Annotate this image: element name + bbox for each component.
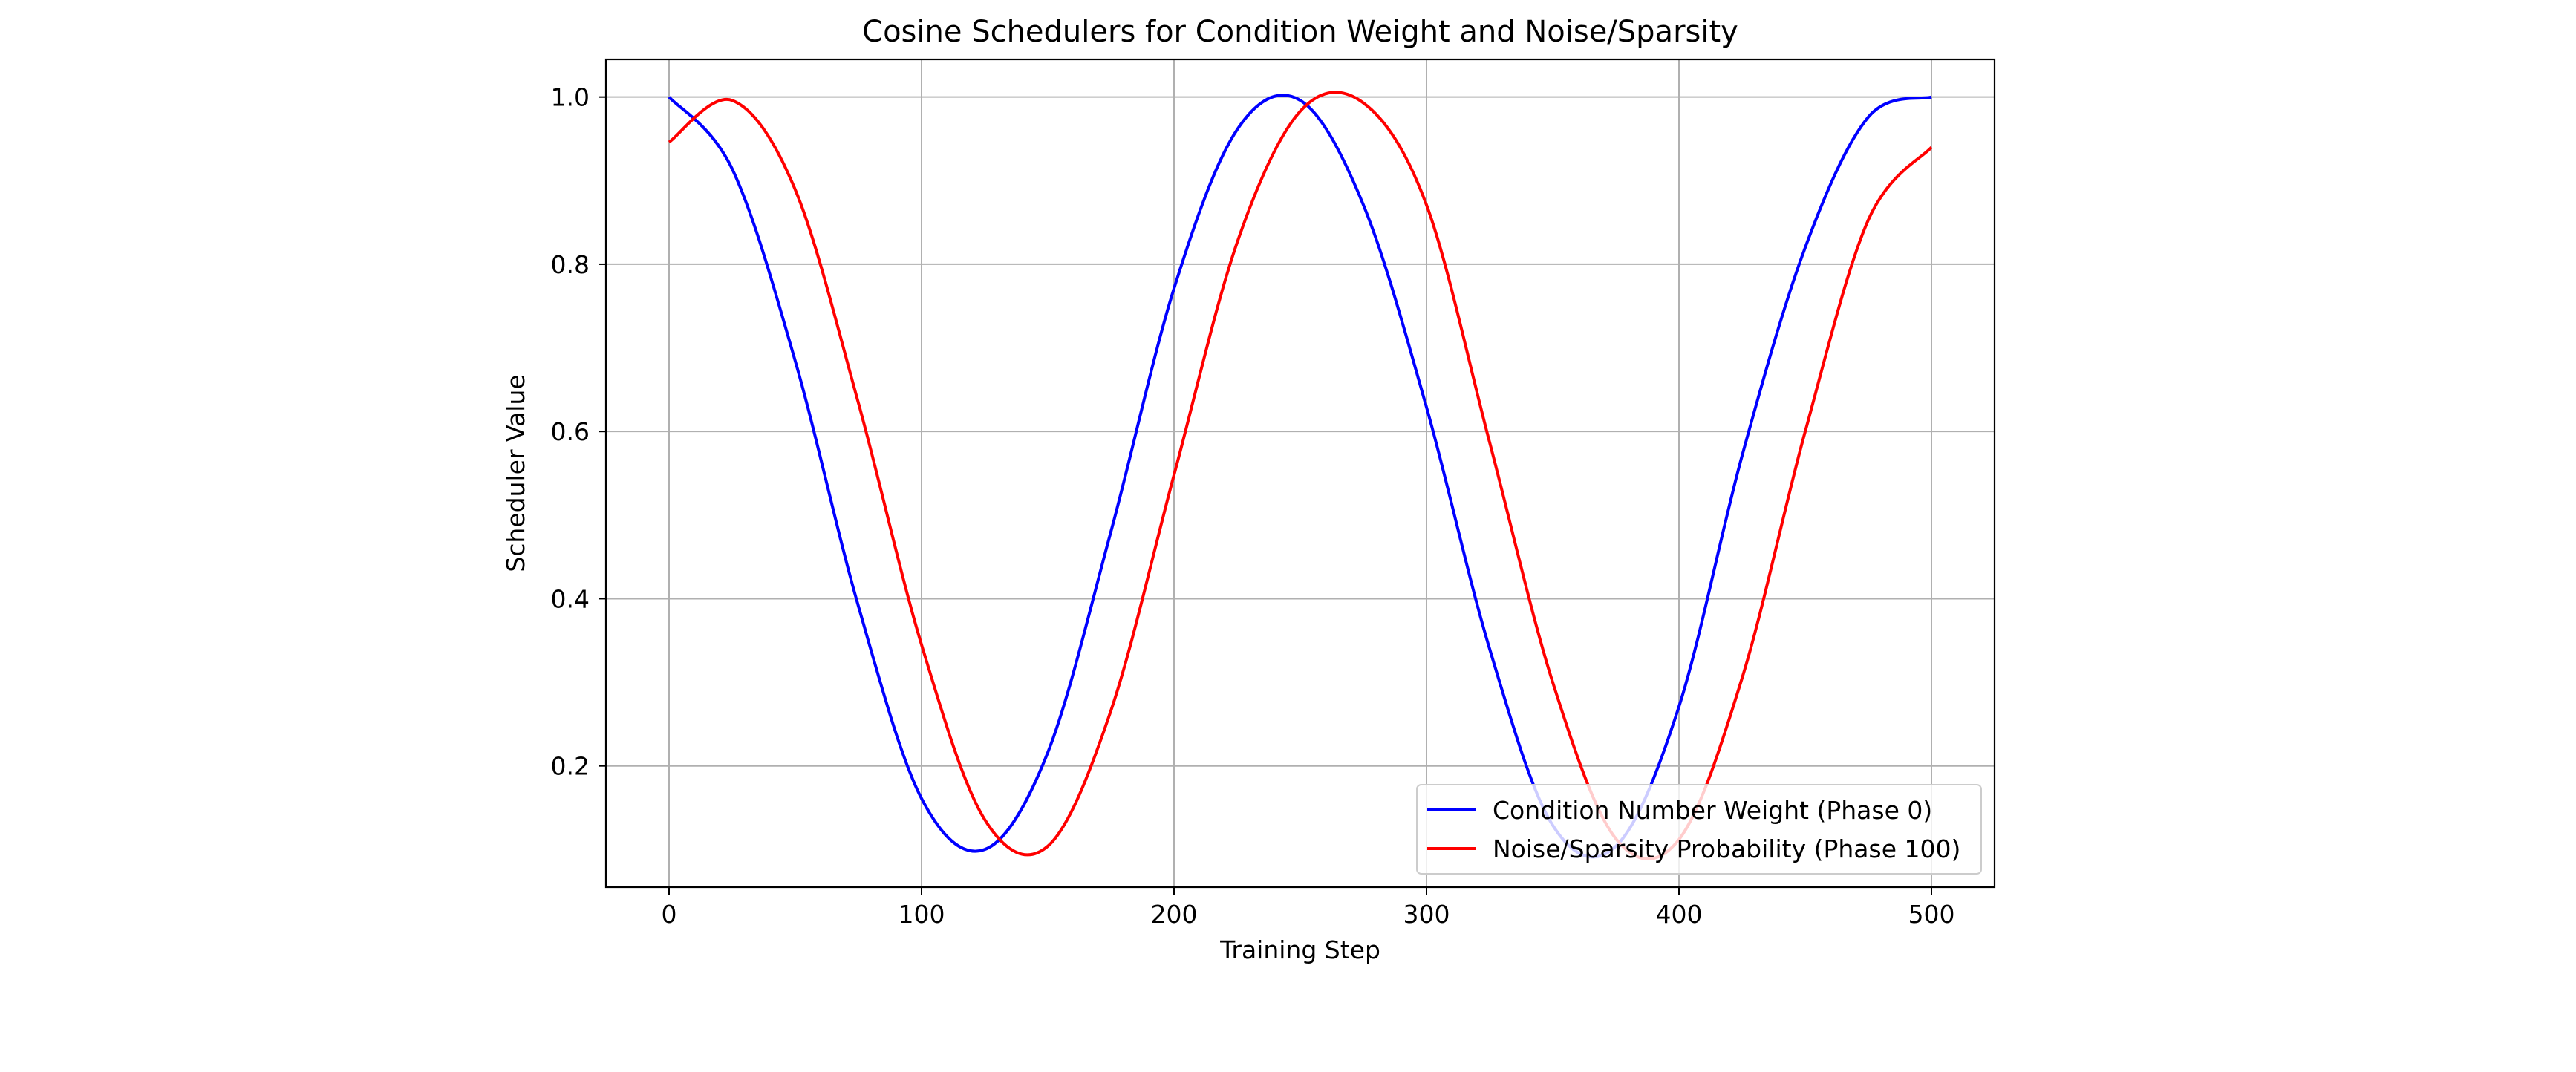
series-lines	[668, 91, 1933, 860]
grid	[606, 59, 1995, 887]
legend-box	[1416, 784, 1982, 875]
x-tick-label: 0	[662, 900, 677, 929]
y-tick-label: 0.8	[551, 250, 590, 279]
y-tick-label: 1.0	[551, 83, 590, 112]
x-tick-label: 500	[1908, 900, 1955, 929]
x-axis-label: Training Step	[1219, 935, 1380, 964]
series-line-1	[668, 91, 1933, 860]
series-line-0	[668, 94, 1932, 859]
legend-label-condition-weight: Condition Number Weight (Phase 0)	[1493, 796, 1932, 825]
plot-frame	[604, 58, 1996, 889]
x-tick-label: 300	[1403, 900, 1450, 929]
y-tick-label: 0.4	[551, 584, 590, 613]
legend-label-noise-sparsity: Noise/Sparsity Probability (Phase 100)	[1493, 834, 1960, 863]
y-axis-label: Scheduler Value	[501, 374, 530, 572]
legend: Condition Number Weight (Phase 0) Noise/…	[1416, 784, 1982, 875]
x-tick-label: 200	[1151, 900, 1198, 929]
y-axis-ticks: 0.2 0.4 0.6 0.8 1.0	[551, 83, 606, 781]
x-tick-label: 100	[899, 900, 945, 929]
y-tick-label: 0.6	[551, 417, 590, 446]
y-tick-label: 0.2	[551, 752, 590, 781]
chart-title: Cosine Schedulers for Condition Weight a…	[862, 15, 1738, 49]
x-axis-ticks: 0 100 200 300 400 500	[662, 887, 1955, 929]
x-tick-label: 400	[1656, 900, 1703, 929]
